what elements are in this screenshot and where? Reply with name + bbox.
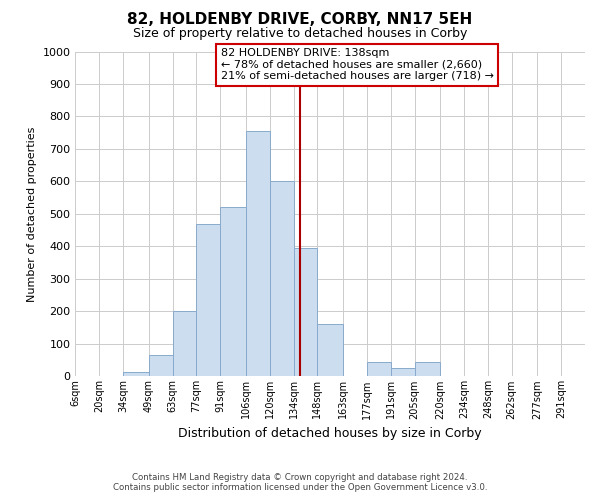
Bar — [270, 182, 293, 376]
Text: 82, HOLDENBY DRIVE, CORBY, NN17 5EH: 82, HOLDENBY DRIVE, CORBY, NN17 5EH — [127, 12, 473, 28]
Text: 82 HOLDENBY DRIVE: 138sqm
← 78% of detached houses are smaller (2,660)
21% of se: 82 HOLDENBY DRIVE: 138sqm ← 78% of detac… — [221, 48, 494, 82]
Text: Size of property relative to detached houses in Corby: Size of property relative to detached ho… — [133, 28, 467, 40]
Bar — [196, 224, 220, 376]
Bar — [415, 362, 440, 376]
Bar — [317, 324, 343, 376]
Y-axis label: Number of detached properties: Number of detached properties — [27, 126, 37, 302]
Bar — [123, 372, 149, 376]
Bar — [367, 362, 391, 376]
Bar — [149, 356, 173, 376]
Bar — [220, 208, 246, 376]
X-axis label: Distribution of detached houses by size in Corby: Distribution of detached houses by size … — [178, 427, 482, 440]
Bar — [173, 312, 196, 376]
Bar — [293, 248, 317, 376]
Text: Contains HM Land Registry data © Crown copyright and database right 2024.
Contai: Contains HM Land Registry data © Crown c… — [113, 473, 487, 492]
Bar — [246, 131, 270, 376]
Bar — [391, 368, 415, 376]
